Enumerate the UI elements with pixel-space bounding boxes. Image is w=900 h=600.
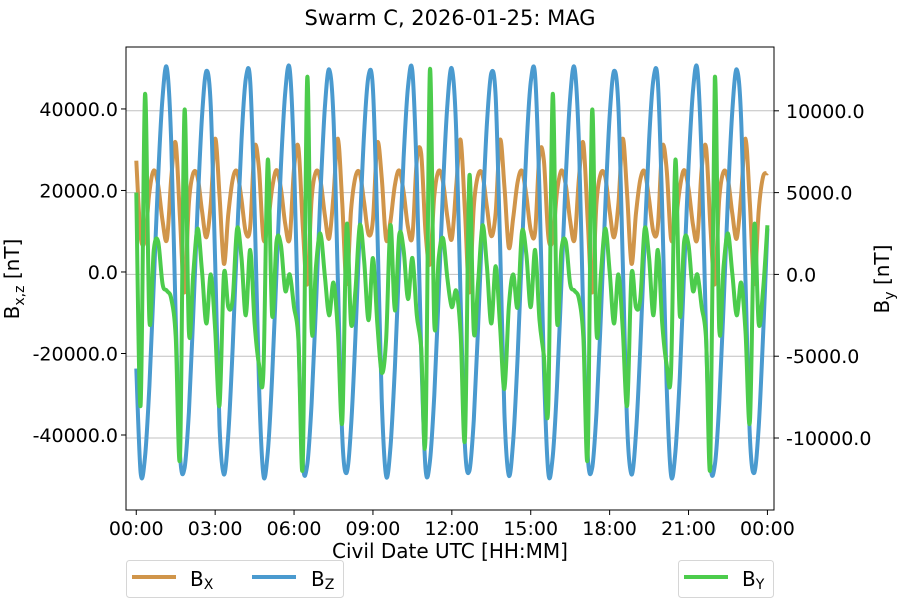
y-right-tick-label: 0.0 bbox=[786, 264, 816, 286]
legend-left: BX BZ bbox=[126, 560, 344, 598]
x-tick-label: 00:00 bbox=[740, 518, 795, 540]
legend-right: BY bbox=[678, 560, 774, 598]
y-left-tick-label: -20000.0 bbox=[33, 343, 118, 365]
x-tick-label: 06:00 bbox=[267, 518, 322, 540]
x-tick-label: 21:00 bbox=[661, 518, 716, 540]
y-left-axis-label: Bx,z [nT] bbox=[0, 239, 28, 320]
x-axis-ticks: 00:00 03:00 06:00 09:00 12:00 15:00 18:00 21:00… bbox=[109, 510, 795, 540]
y-left-tick-label: 40000.0 bbox=[39, 99, 118, 121]
y-left-axis-ticks: -40000.0 -20000.0 0.0 20000.0 40000.0 bbox=[33, 99, 126, 447]
plot-lines bbox=[134, 63, 770, 481]
y-left-tick-label: -40000.0 bbox=[33, 425, 118, 447]
x-tick-label: 15:00 bbox=[503, 518, 558, 540]
series-bz-line bbox=[134, 63, 770, 481]
series-by-line bbox=[134, 67, 770, 473]
y-right-tick-label: 5000.0 bbox=[786, 183, 852, 205]
y-left-tick-label: 0.0 bbox=[88, 262, 118, 284]
legend-label-by: BY bbox=[742, 567, 765, 593]
y-right-tick-label: 10000.0 bbox=[786, 101, 865, 123]
y-right-tick-label: -10000.0 bbox=[786, 428, 871, 450]
x-tick-label: 12:00 bbox=[424, 518, 479, 540]
x-tick-label: 18:00 bbox=[582, 518, 637, 540]
legend-label-bz: BZ bbox=[311, 567, 334, 593]
x-axis-label: Civil Date UTC [HH:MM] bbox=[332, 539, 568, 563]
series-bx-line bbox=[134, 136, 769, 295]
y-right-axis-ticks: -10000.0 -5000.0 0.0 5000.0 10000.0 bbox=[774, 101, 871, 450]
y-left-tick-label: 20000.0 bbox=[39, 180, 118, 202]
chart-title: Swarm C, 2026-01-25: MAG bbox=[305, 6, 596, 30]
x-tick-label: 00:00 bbox=[109, 518, 164, 540]
legend-label-bx: BX bbox=[190, 567, 214, 593]
plot-frame bbox=[125, 46, 775, 511]
y-right-axis-label: By [nT] bbox=[870, 245, 898, 314]
y-right-tick-label: -5000.0 bbox=[786, 346, 859, 368]
x-tick-label: 09:00 bbox=[346, 518, 401, 540]
x-tick-label: 03:00 bbox=[188, 518, 243, 540]
